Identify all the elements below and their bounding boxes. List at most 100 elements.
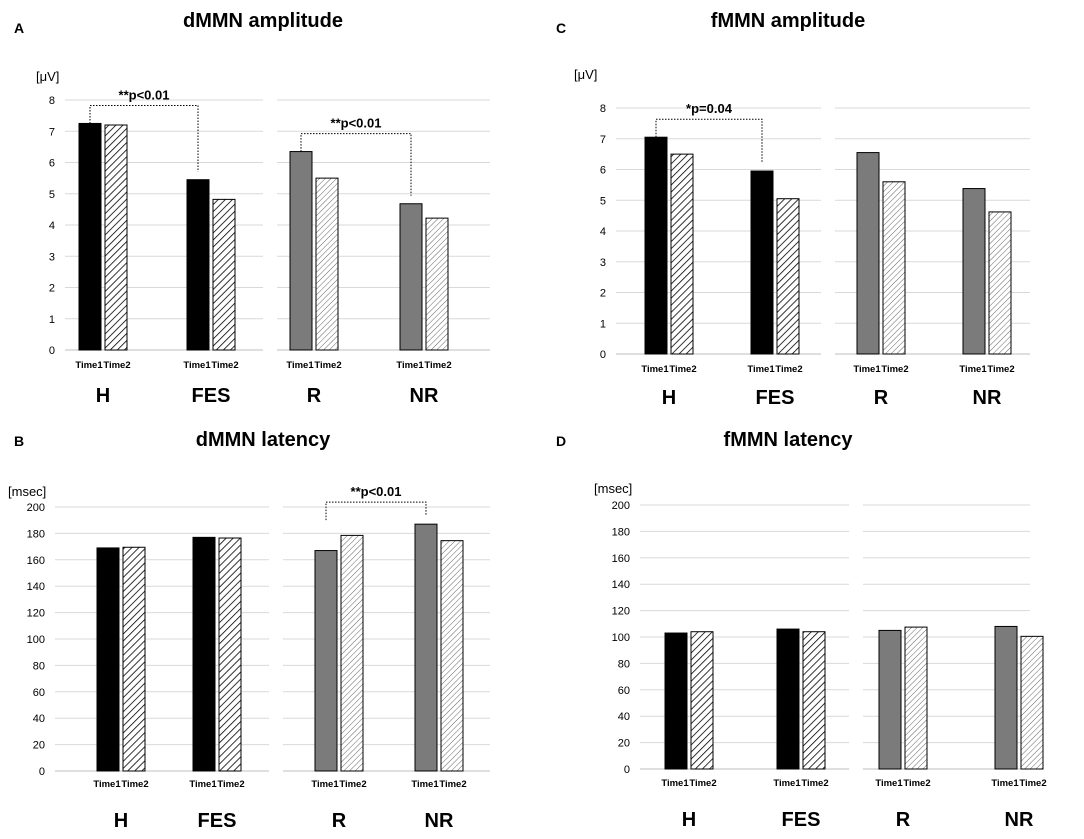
- group-label-r: R: [874, 387, 889, 409]
- bar-time2-nr: [988, 211, 1012, 355]
- time2-label: Time2: [669, 364, 696, 375]
- bar-time2-r: [315, 177, 339, 351]
- y-tick-label: 140: [27, 581, 45, 593]
- y-tick-label: 4: [49, 220, 55, 232]
- time2-label: Time2: [881, 364, 908, 375]
- y-tick-label: 80: [618, 658, 630, 670]
- bar-time2-fes: [802, 631, 826, 770]
- group-label-fes: FES: [756, 387, 795, 409]
- significance-label: **p<0.01: [351, 484, 402, 499]
- time2-label: Time2: [987, 364, 1014, 375]
- y-tick-label: 60: [618, 685, 630, 697]
- bar-time2-h: [104, 124, 128, 351]
- y-tick-label: 6: [49, 158, 55, 170]
- group-label-nr: NR: [425, 810, 454, 832]
- bar-time2-nr: [1020, 635, 1044, 770]
- bar-time1-nr: [399, 203, 423, 351]
- subchart-gap: [263, 96, 277, 352]
- y-tick-label: 120: [612, 606, 630, 618]
- y-tick-label: 160: [612, 553, 630, 565]
- time1-label: Time1: [75, 360, 103, 371]
- bar-time2-r: [882, 181, 906, 355]
- group-label-fes: FES: [198, 810, 237, 832]
- bar-time1-h: [644, 136, 668, 355]
- y-tick-label: 120: [27, 608, 45, 620]
- time1-label: Time1: [411, 779, 439, 790]
- bar-time2-fes: [212, 198, 236, 351]
- y-tick-label: 100: [27, 634, 45, 646]
- time1-label: Time1: [661, 778, 689, 789]
- time1-label: Time1: [311, 779, 339, 790]
- bar-time1-r: [289, 151, 313, 351]
- group-label-fes: FES: [192, 385, 231, 407]
- subchart-gap: [269, 503, 283, 773]
- bar-time2-h: [670, 153, 694, 355]
- chart-panel-b: dMMN latency [msec] 0 20 40 60 80 100 120 140 160 1…: [8, 429, 490, 832]
- time2-label: Time2: [424, 360, 451, 371]
- bar-time1-r: [856, 152, 880, 355]
- chart-title: fMMN latency: [724, 429, 854, 451]
- y-tick-label: 100: [612, 632, 630, 644]
- y-tick-label: 6: [600, 165, 606, 177]
- time2-label: Time2: [1019, 778, 1046, 789]
- bar-time2-fes: [776, 198, 800, 355]
- y-tick-label: 180: [612, 526, 630, 538]
- y-tick-label: 0: [39, 766, 45, 778]
- time2-label: Time2: [689, 778, 716, 789]
- y-tick-label: 80: [33, 660, 45, 672]
- bar-time1-fes: [776, 628, 800, 770]
- y-tick-label: 0: [600, 349, 606, 361]
- significance-bracket: [325, 501, 427, 521]
- y-tick-label: 3: [600, 257, 606, 269]
- time2-label: Time2: [217, 779, 244, 790]
- chart-panel-d: fMMN latency [msec] 0 20 40 60 80 100 120 140 160 1…: [594, 429, 1047, 831]
- group-label-nr: NR: [973, 387, 1002, 409]
- y-tick-label: 8: [600, 103, 606, 115]
- bar-time1-nr: [414, 523, 438, 772]
- subchart-gap: [849, 501, 863, 771]
- bar-time1-h: [664, 632, 688, 770]
- y-tick-label: 140: [612, 579, 630, 591]
- y-axis-unit-label: [μV]: [36, 69, 59, 84]
- bar-time1-h: [78, 122, 102, 351]
- y-axis-unit-label: [msec]: [8, 484, 46, 499]
- time2-label: Time2: [339, 779, 366, 790]
- chart-title: fMMN amplitude: [711, 10, 865, 32]
- group-label-nr: NR: [1005, 809, 1034, 831]
- y-tick-label: 7: [49, 126, 55, 138]
- time1-label: Time1: [286, 360, 314, 371]
- y-tick-label: 3: [49, 251, 55, 263]
- panel-letter-b: B: [14, 433, 24, 449]
- bar-time1-nr: [962, 188, 986, 355]
- time1-label: Time1: [853, 364, 881, 375]
- group-label-r: R: [896, 809, 911, 831]
- time1-label: Time1: [875, 778, 903, 789]
- bar-time2-fes: [218, 537, 242, 772]
- y-tick-label: 0: [624, 764, 630, 776]
- group-label-h: H: [96, 385, 110, 407]
- bar-time1-h: [96, 547, 120, 772]
- significance-label: **p<0.01: [119, 87, 170, 102]
- time2-label: Time2: [439, 779, 466, 790]
- y-tick-label: 7: [600, 134, 606, 146]
- y-tick-label: 60: [33, 687, 45, 699]
- bar-time2-r: [340, 534, 364, 772]
- time1-label: Time1: [959, 364, 987, 375]
- significance-bracket: [89, 104, 199, 172]
- y-tick-label: 4: [600, 226, 606, 238]
- y-tick-label: 5: [49, 189, 55, 201]
- time1-label: Time1: [641, 364, 669, 375]
- time2-label: Time2: [211, 360, 238, 371]
- y-tick-label: 8: [49, 95, 55, 107]
- y-tick-label: 40: [618, 711, 630, 723]
- bar-time1-r: [314, 550, 338, 772]
- time1-label: Time1: [747, 364, 775, 375]
- y-tick-label: 5: [600, 195, 606, 207]
- bar-time1-fes: [186, 179, 210, 351]
- y-tick-label: 200: [27, 502, 45, 514]
- group-label-r: R: [332, 810, 347, 832]
- y-axis-unit-label: [μV]: [574, 67, 597, 82]
- time2-label: Time2: [121, 779, 148, 790]
